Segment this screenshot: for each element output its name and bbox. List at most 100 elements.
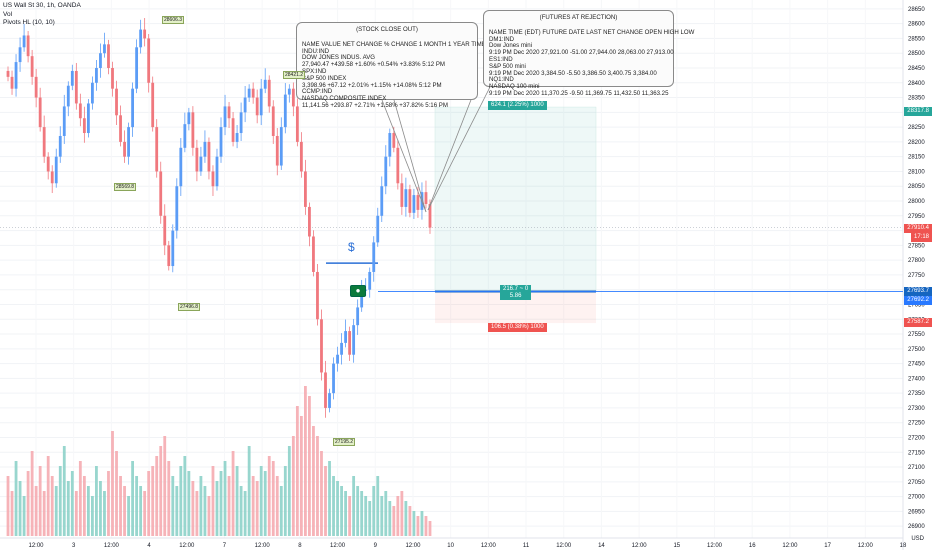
volume-bar — [420, 511, 424, 536]
pivot-label: 27496.8 — [178, 303, 201, 311]
y-tick-label: 27800 — [908, 258, 925, 264]
volume-bar — [372, 486, 376, 536]
futures-callout-line: 9:19 PM Dec 2020 11,370.25 -9.50 11,369.… — [489, 89, 669, 97]
candle-body — [428, 203, 432, 228]
volume-bar — [428, 521, 432, 536]
volume-bar — [211, 466, 215, 536]
candle-body — [191, 112, 195, 148]
volume-bar — [299, 416, 303, 536]
candle-body — [299, 141, 303, 172]
candle-body — [179, 147, 183, 187]
volume-bar — [82, 476, 86, 536]
candle-body — [235, 133, 239, 142]
y-tick-label: 27500 — [908, 347, 925, 353]
candle-body — [163, 215, 167, 246]
candle-body — [227, 106, 231, 119]
futures-callout-line: NASDAQ 100 mini — [489, 83, 540, 91]
volume-bar — [336, 481, 339, 536]
candle-body — [18, 47, 22, 63]
legend-volume[interactable]: Vol — [3, 10, 13, 18]
pivot-label: 27195.2 — [333, 438, 356, 446]
volume-bar — [26, 471, 30, 536]
candle-body — [251, 88, 255, 98]
volume-bar — [328, 461, 331, 536]
candle-body — [308, 206, 311, 237]
volume-bar — [223, 461, 227, 536]
money-icon[interactable]: ● — [350, 285, 366, 297]
currency-label: USD — [911, 536, 924, 542]
x-tick-label: 12:00 — [330, 543, 346, 549]
stock-callout-line: 27,940.47 +439.58 +1.60% +0.54% +3.83% 5… — [302, 61, 445, 69]
volume-bar — [416, 516, 420, 536]
volume-bar — [18, 481, 22, 536]
candle-body — [171, 230, 175, 267]
volume-bar — [22, 496, 26, 536]
y-tick-label: 28050 — [908, 184, 925, 190]
candle-body — [360, 289, 364, 308]
stop-label[interactable]: 106.5 (0.38%) 1000 — [488, 323, 547, 332]
futures-callout-line: DM1:IND — [489, 35, 515, 43]
stock-close-callout[interactable]: (STOCK CLOSE OUT) NAME VALUE NET CHANGE … — [296, 22, 504, 109]
legend-symbol[interactable]: US Wall St 30, 1h, OANDA — [3, 2, 81, 9]
dollar-annotation[interactable]: $ — [348, 240, 355, 254]
candle-body — [412, 195, 416, 213]
x-tick-label: 17 — [824, 543, 831, 549]
candle-body — [42, 127, 46, 157]
volume-bar — [259, 466, 263, 536]
pivot-label: 28569.8 — [114, 183, 137, 191]
stock-callout-line: 11,141.56 +293.87 +2.71% +1.58% +37.82% … — [302, 101, 448, 109]
futures-callout[interactable]: (FUTURES AT REJECTION) NAME TIME (EDT) F… — [483, 10, 694, 97]
volume-bar — [388, 501, 392, 536]
entry-label[interactable]: 216.7 ~ 0 5.86 — [500, 285, 532, 300]
volume-bar — [10, 491, 14, 536]
candle-body — [34, 76, 38, 98]
y-tick-label: 27850 — [908, 243, 925, 249]
candle-body — [271, 106, 275, 136]
candle-body — [283, 94, 287, 128]
candle-body — [207, 141, 211, 172]
candle-body — [263, 79, 267, 89]
volume-bar — [115, 451, 118, 536]
y-tick-label: 27300 — [908, 406, 925, 412]
candle-body — [26, 35, 30, 57]
candle-body — [275, 135, 279, 166]
volume-bar — [58, 466, 62, 536]
x-tick-label: 3 — [72, 543, 76, 549]
x-tick-label: 12:00 — [481, 543, 497, 549]
y-tick-label: 28250 — [908, 125, 925, 131]
candle-body — [392, 133, 396, 148]
candle-body — [103, 44, 106, 54]
y-tick-label: 27150 — [908, 450, 925, 456]
candle-body — [328, 393, 331, 408]
volume-bar — [143, 491, 147, 536]
candle-body — [115, 88, 118, 116]
x-tick-label: 12:00 — [632, 543, 648, 549]
candle-body — [356, 307, 360, 326]
x-tick-label: 12:00 — [405, 543, 421, 549]
target-zone — [434, 106, 597, 292]
volume-bar — [295, 406, 299, 536]
candle-body — [279, 127, 283, 166]
legend-pivots[interactable]: Pivots HL (10, 10) — [3, 19, 55, 26]
x-tick-label: 12:00 — [556, 543, 572, 549]
futures-callout-line: 9:19 PM Dec 2020 27,921.00 -51.00 27,944… — [489, 49, 674, 57]
candle-body — [424, 192, 428, 204]
entry-label-value: 216.7 ~ 0 — [503, 286, 529, 292]
candle-body — [159, 171, 163, 216]
candle-body — [380, 186, 384, 216]
target-label[interactable]: 624.1 (2.25%) 1000 — [488, 101, 547, 110]
candle-body — [404, 189, 408, 207]
volume-bar — [231, 451, 235, 536]
candle-body — [203, 141, 207, 157]
y-tick-label: 28650 — [908, 7, 925, 13]
volume-bar — [291, 436, 295, 536]
futures-callout-line: S&P 500 mini — [489, 62, 526, 70]
candle-body — [247, 88, 251, 98]
candle-body — [131, 88, 135, 128]
volume-bar — [127, 496, 130, 536]
volume-bar — [123, 486, 126, 536]
candle-body — [38, 97, 42, 128]
y-tick-label: 28400 — [908, 81, 925, 87]
candle-body — [183, 124, 187, 148]
